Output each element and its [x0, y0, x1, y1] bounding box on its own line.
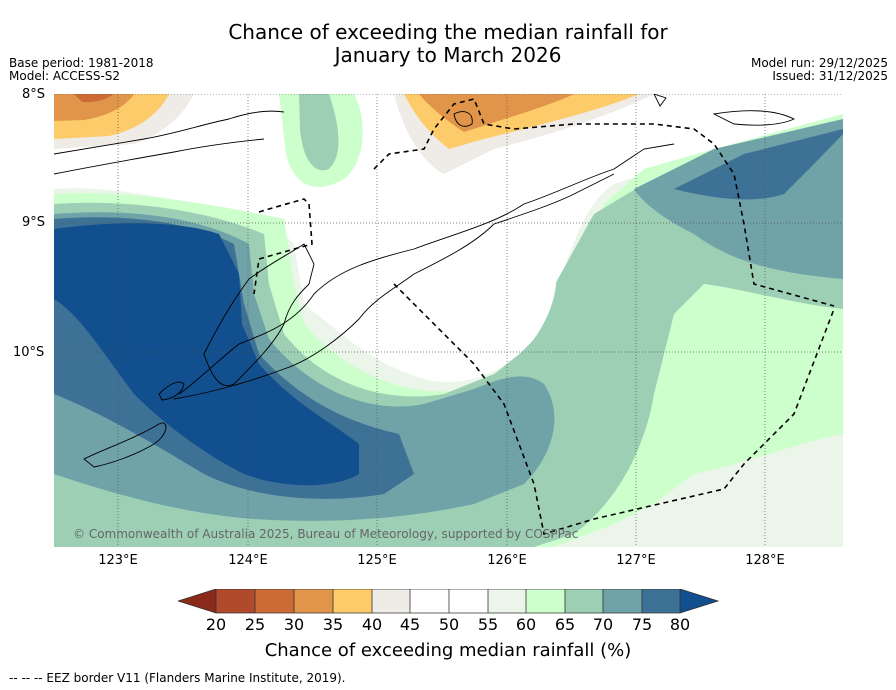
colorbar-tick-45: 45: [399, 615, 421, 634]
lon-label-127e: 127°E: [616, 553, 656, 568]
title-line-2: January to March 2026: [334, 43, 562, 67]
lat-label-8s: 8°S: [22, 87, 46, 102]
title-line-1: Chance of exceeding the median rainfall …: [228, 20, 668, 44]
colorbar-45-50: [410, 589, 449, 613]
colorbar-75-80: [642, 589, 680, 613]
colorbar-65-70: [565, 589, 603, 613]
eez-border: [253, 98, 835, 536]
eez-footnote: -- -- -- EEZ border V11 (Flanders Marine…: [9, 671, 346, 685]
lat-label-10s: 10°S: [13, 345, 45, 360]
colorbar-tick-30: 30: [283, 615, 305, 634]
colorbar-60-65: [526, 589, 565, 613]
model-run: Model run: 29/12/2025: [750, 56, 888, 70]
colorbar-tick-20: 20: [205, 615, 227, 634]
colorbar-tick-50: 50: [438, 615, 460, 634]
issued-date: Issued: 31/12/2025: [772, 69, 888, 83]
colorbar-70-75: [603, 589, 642, 613]
colorbar-above-80: [680, 589, 718, 613]
wetar-island: [712, 110, 796, 126]
timor-coast-south: [173, 173, 615, 400]
colorbar-tick-60: 60: [515, 615, 537, 634]
base-period: Base period: 1981-2018: [9, 56, 154, 70]
coastlines: [54, 94, 796, 468]
colorbar-tick-75: 75: [631, 615, 653, 634]
colorbar-tick-55: 55: [477, 615, 499, 634]
west-timor-outline: [203, 243, 315, 387]
colorbar-tick-80: 80: [669, 615, 691, 634]
colorbar-label: Chance of exceeding median rainfall (%): [264, 640, 632, 661]
colorbar-below-20: [178, 589, 216, 613]
colorbar-40-45: [372, 589, 410, 613]
contour-25-30-nw: [74, 94, 114, 103]
contour-75-80-east: [674, 129, 843, 200]
colorbar-55-60: [488, 589, 526, 613]
colorbar-25-30: [255, 589, 294, 613]
contour-above-80-east: [749, 149, 794, 174]
lon-label-128e: 128°E: [745, 553, 785, 568]
contour-above-80: [54, 223, 359, 486]
copyright-notice: © Commonwealth of Australia 2025, Bureau…: [73, 527, 579, 541]
timor-coast-north: [178, 143, 675, 395]
model-name: Model: ACCESS-S2: [9, 69, 121, 83]
contour-30-35-nw: [54, 94, 134, 121]
graticule: [54, 94, 843, 547]
flores-coast: [54, 110, 285, 155]
eez-segment-mid: [373, 98, 835, 307]
lon-label-125e: 125°E: [357, 553, 397, 568]
colorbar-tick-65: 65: [554, 615, 576, 634]
eez-segment-timor-west: [253, 198, 313, 295]
colorbar-tick-35: 35: [322, 615, 344, 634]
colorbar-30-35: [294, 589, 333, 613]
colorbar-tick-25: 25: [244, 615, 266, 634]
lon-label-124e: 124°E: [228, 553, 268, 568]
rote-island: [83, 422, 167, 468]
semau-island: [158, 381, 185, 401]
eez-segment-south: [393, 283, 835, 536]
small-island-ne: [653, 94, 667, 107]
colorbar-35-40: [333, 589, 372, 613]
atauro-island: [453, 111, 473, 127]
colorbar-tick-40: 40: [361, 615, 383, 634]
colorbar-50-55: [449, 589, 488, 613]
colorbar-svg: [176, 588, 720, 614]
colorbar-20-25: [216, 589, 255, 613]
colorbar-outline: [176, 588, 720, 614]
map-svg: [54, 94, 843, 547]
rainfall-map: [54, 94, 843, 547]
alor-coast: [54, 138, 265, 175]
contour-below-55-core: [314, 232, 557, 383]
contour-top-teal: [299, 94, 339, 171]
colorbar: [176, 588, 720, 619]
lon-label-126e: 126°E: [487, 553, 527, 568]
lat-label-9s: 9°S: [22, 215, 46, 230]
lon-label-123e: 123°E: [98, 553, 138, 568]
colorbar-tick-70: 70: [592, 615, 614, 634]
